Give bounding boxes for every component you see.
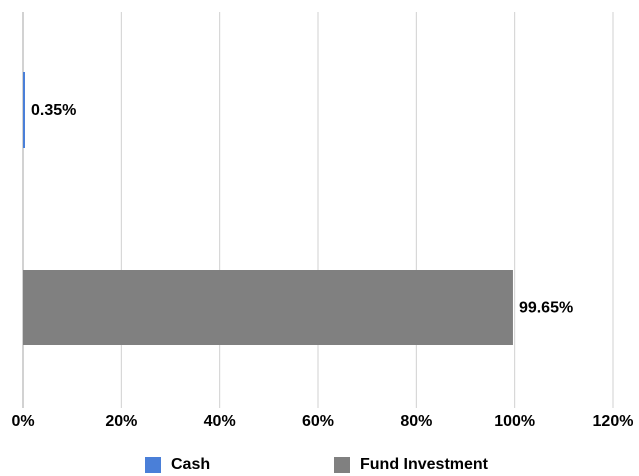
legend-swatch-cash <box>145 457 161 473</box>
x-tick-label: 100% <box>494 413 535 430</box>
data-label: 99.65% <box>519 300 573 317</box>
bar-chart-plot: 0% 20% 40% 60% 80% 100% 120% 0.35% 99.65% <box>11 12 634 430</box>
legend: Cash Fund Investment <box>0 456 639 476</box>
x-tick-label: 120% <box>593 413 634 430</box>
x-tick-label: 20% <box>105 413 137 430</box>
data-label: 0.35% <box>31 102 76 119</box>
x-tick-label: 0% <box>11 413 34 430</box>
x-tick-label: 60% <box>302 413 334 430</box>
legend-label-cash: Cash <box>171 456 211 473</box>
x-tick-label: 80% <box>400 413 432 430</box>
legend-swatch-fund-investment <box>334 457 350 473</box>
legend-label-fund-investment: Fund Investment <box>360 456 489 473</box>
legend-item-fund-investment: Fund Investment <box>334 456 488 474</box>
x-tick-label: 40% <box>204 413 236 430</box>
bar-fund-investment <box>23 270 513 345</box>
bar-cash <box>23 72 25 148</box>
legend-item-cash: Cash <box>145 456 210 474</box>
